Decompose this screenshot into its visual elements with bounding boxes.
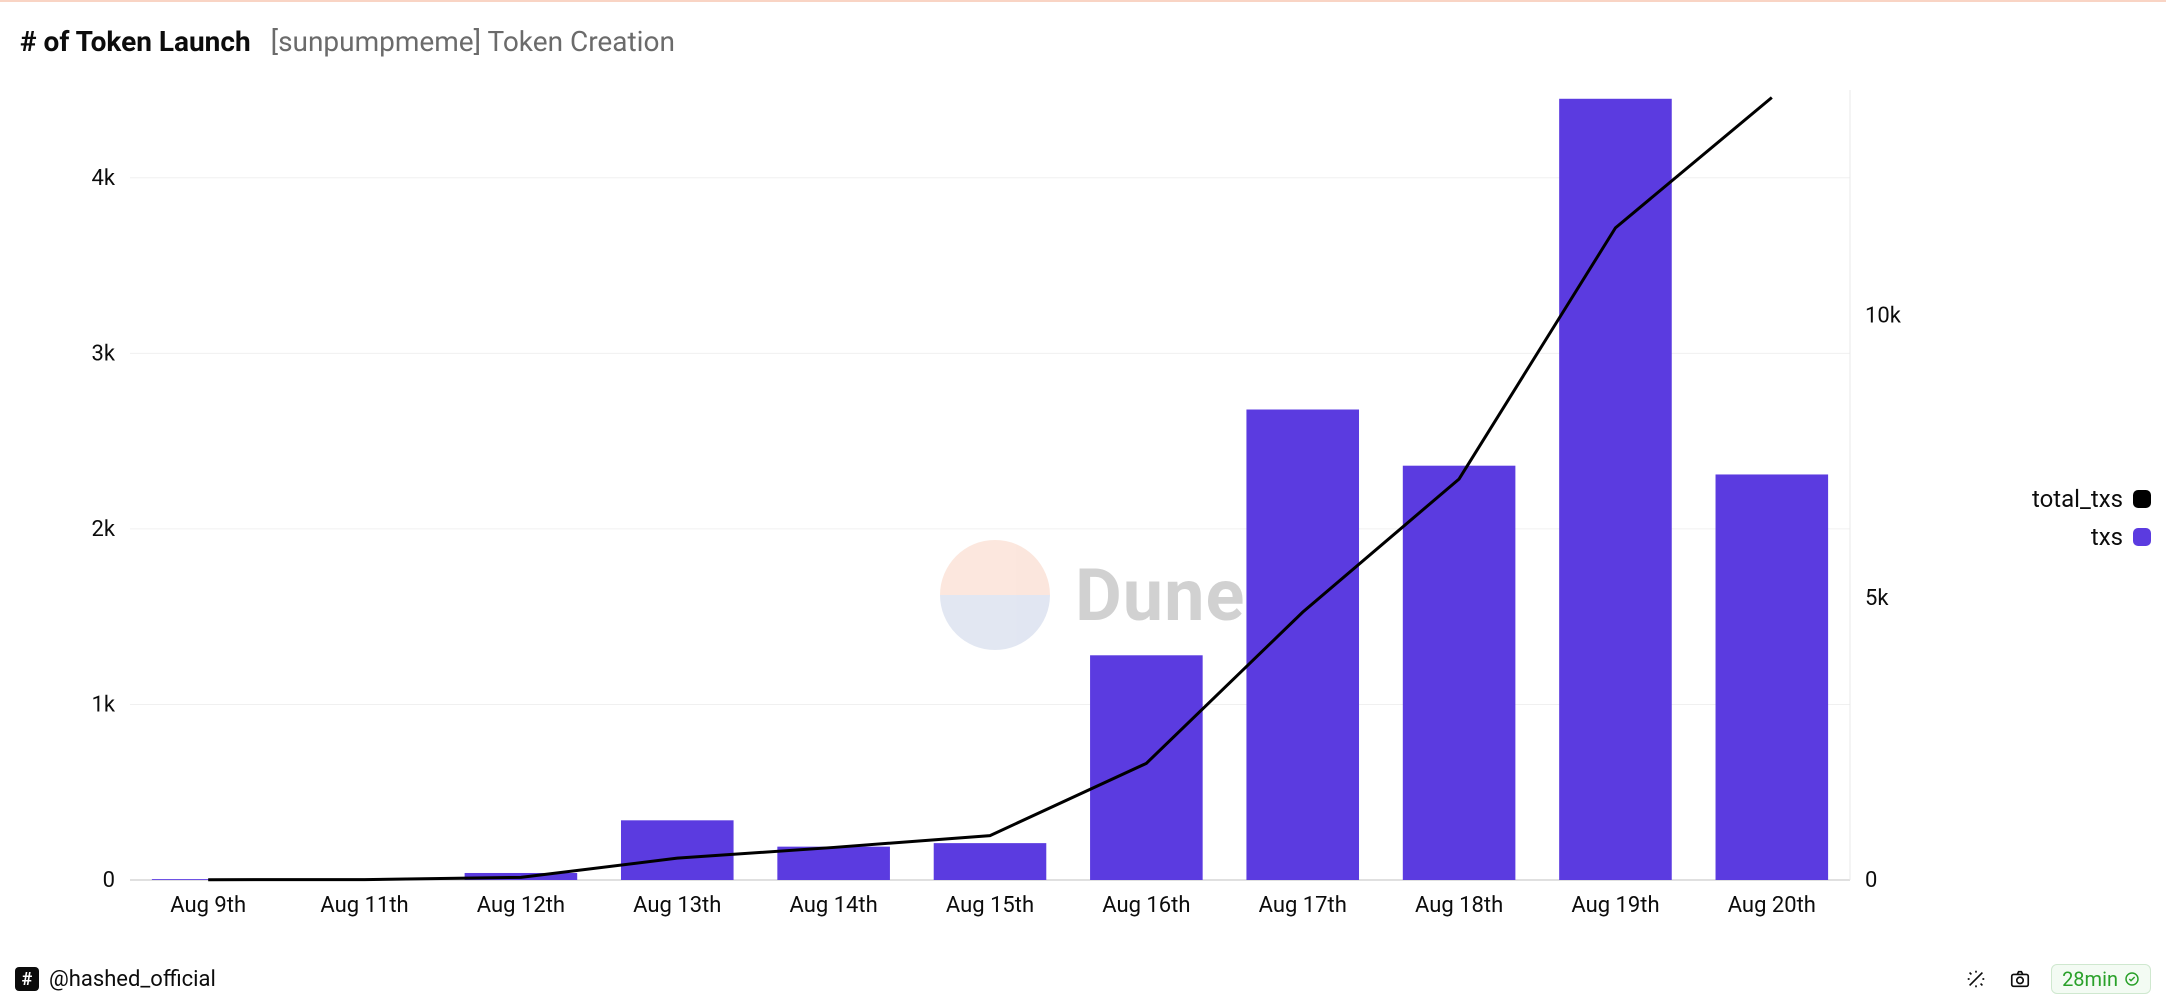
y-left-tick-label: 1k (91, 692, 115, 717)
legend-swatch (2133, 528, 2151, 546)
camera-icon[interactable] (2007, 966, 2033, 992)
legend: total_txs txs (1971, 485, 2151, 561)
legend-label: txs (2091, 523, 2123, 551)
footer-actions: 28min (1963, 964, 2151, 994)
query-age-pill[interactable]: 28min (2051, 964, 2151, 994)
line-series[interactable] (208, 98, 1772, 880)
chart-header: # of Token Launch [sunpumpmeme] Token Cr… (20, 25, 675, 58)
y-left-tick-label: 4k (91, 166, 115, 191)
bar[interactable] (777, 847, 890, 880)
top-accent-line (0, 0, 2166, 2)
y-left-tick-label: 0 (103, 868, 115, 893)
y-right-tick-label: 10k (1865, 304, 1902, 329)
hash-icon: # (15, 967, 39, 991)
bar[interactable] (1403, 466, 1516, 880)
bar[interactable] (1559, 99, 1672, 880)
x-tick-label: Aug 9th (170, 893, 246, 918)
bar[interactable] (1716, 474, 1829, 880)
chart-svg: 0 1k 2k 3k 4k 0 5k 10k Aug 9th Aug 11th Aug 12th Au… (70, 70, 1920, 930)
chart-title: # of Token Launch (20, 25, 251, 58)
y-right-tick-label: 0 (1865, 868, 1877, 893)
legend-item-txs[interactable]: txs (1971, 523, 2151, 551)
chart-subtitle: [sunpumpmeme] Token Creation (271, 25, 675, 58)
legend-item-total-txs[interactable]: total_txs (1971, 485, 2151, 513)
y-right-tick-label: 5k (1865, 586, 1889, 611)
x-tick-label: Aug 20th (1728, 893, 1816, 918)
legend-swatch (2133, 490, 2151, 508)
bar[interactable] (621, 820, 734, 880)
bar[interactable] (1090, 655, 1203, 880)
x-tick-label: Aug 17th (1259, 893, 1347, 918)
footer-author[interactable]: # @hashed_official (15, 967, 216, 992)
clock-check-icon (2124, 971, 2140, 987)
author-handle: @hashed_official (49, 967, 216, 992)
x-tick-label: Aug 15th (946, 893, 1034, 918)
x-tick-label: Aug 11th (320, 893, 408, 918)
chart-area: Dune 01k2k3k4k05k10kAug 9thAug 11thAug 1… (70, 70, 1920, 930)
y-left-tick-label: 2k (91, 517, 115, 542)
x-tick-label: Aug 19th (1571, 893, 1659, 918)
y-left-tick-label: 3k (91, 341, 115, 366)
age-label: 28min (2062, 967, 2118, 991)
x-tick-label: Aug 16th (1102, 893, 1190, 918)
x-tick-label: Aug 18th (1415, 893, 1503, 918)
wand-icon[interactable] (1963, 966, 1989, 992)
footer: # @hashed_official 28min (15, 964, 2151, 994)
x-tick-label: Aug 12th (477, 893, 565, 918)
x-tick-label: Aug 14th (790, 893, 878, 918)
x-tick-label: Aug 13th (633, 893, 721, 918)
legend-label: total_txs (2032, 485, 2123, 513)
bar[interactable] (1246, 410, 1359, 880)
bar[interactable] (934, 843, 1047, 880)
